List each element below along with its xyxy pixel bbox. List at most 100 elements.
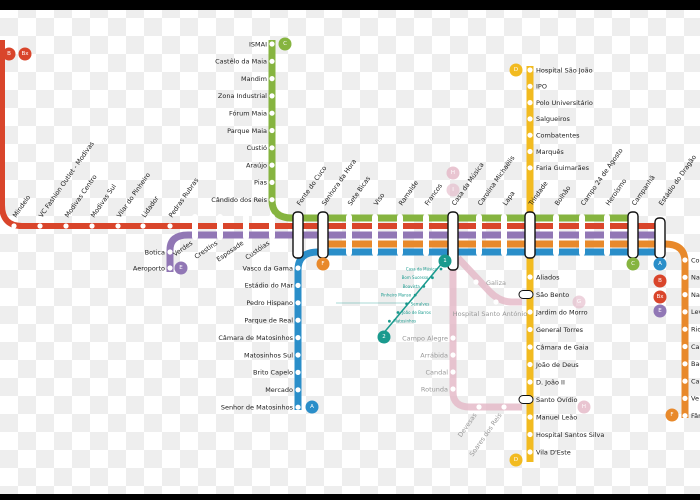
station-label[interactable]: Ve <box>691 395 699 403</box>
line-badge-A[interactable] <box>305 400 319 414</box>
station-label[interactable]: Casa da Música <box>406 267 438 272</box>
station-label[interactable]: Lidador <box>140 194 161 219</box>
station-label[interactable]: São Bento <box>536 291 569 299</box>
station-label[interactable]: Pedras Rubras <box>167 176 201 219</box>
station-marker[interactable] <box>295 369 301 375</box>
station-label[interactable]: D. João II <box>536 378 565 386</box>
station-marker[interactable] <box>397 214 403 256</box>
line-badge-F[interactable] <box>665 408 679 422</box>
station-marker[interactable] <box>450 369 456 375</box>
station-marker[interactable] <box>167 223 173 229</box>
station-label[interactable]: Câmara de Gaia <box>536 343 589 351</box>
station-label[interactable]: Heroísmo <box>604 177 628 207</box>
station-label[interactable]: Campo Alegre <box>402 334 448 342</box>
station-label[interactable]: Aliados <box>536 273 560 281</box>
station-label[interactable]: Viso <box>372 192 386 208</box>
station-label[interactable]: Candal <box>425 368 448 376</box>
station-marker[interactable] <box>579 214 585 256</box>
station-label[interactable]: Araújo <box>246 161 267 169</box>
line-badge-B[interactable] <box>2 47 16 61</box>
station-marker[interactable] <box>682 257 688 263</box>
station-marker[interactable] <box>682 413 688 419</box>
station-marker[interactable] <box>295 300 301 306</box>
line-badge-E[interactable] <box>653 304 667 318</box>
station-label[interactable]: Bolhão <box>553 184 572 207</box>
station-label[interactable]: Zona Industrial <box>218 92 267 100</box>
line-badge-G[interactable] <box>572 295 586 309</box>
station-marker[interactable] <box>682 326 688 332</box>
station-label[interactable]: Castêlo da Maia <box>215 58 267 66</box>
interchange-station[interactable] <box>447 211 459 271</box>
station-marker[interactable] <box>269 179 275 185</box>
station-marker[interactable] <box>527 67 533 73</box>
station-marker[interactable] <box>476 214 482 256</box>
interchange-station[interactable] <box>292 211 304 259</box>
tram-stop[interactable] <box>405 302 408 306</box>
station-marker[interactable] <box>527 274 533 280</box>
station-label[interactable]: Vasco da Gama <box>243 264 293 272</box>
station-marker[interactable] <box>527 83 533 89</box>
station-label[interactable]: Parque de Real <box>244 317 293 325</box>
station-label[interactable]: Ca <box>691 343 700 351</box>
line-badge-D[interactable] <box>509 63 523 77</box>
station-marker[interactable] <box>493 299 499 305</box>
station-marker[interactable] <box>527 326 533 333</box>
line-badge-B[interactable] <box>653 274 667 288</box>
station-label[interactable]: Francos <box>423 182 444 208</box>
line-badge-Bx[interactable] <box>18 47 32 61</box>
line-badge-A[interactable] <box>653 257 667 271</box>
station-marker[interactable] <box>269 162 275 168</box>
station-marker[interactable] <box>527 361 533 368</box>
station-label[interactable]: Fórum Maia <box>229 110 267 118</box>
station-label[interactable]: Santo Ovídio <box>536 396 578 404</box>
station-label[interactable]: Marquês <box>536 148 564 156</box>
station-label[interactable]: Galiza <box>486 279 506 287</box>
station-label[interactable]: Ca <box>691 377 700 385</box>
station-label[interactable]: Bom Sucesso <box>402 275 429 280</box>
station-marker[interactable] <box>682 361 688 367</box>
station-label[interactable]: ISMAI <box>249 40 267 48</box>
station-label[interactable]: Senhor de Matosinhos <box>221 404 294 412</box>
station-label[interactable]: Estádio do Mar <box>245 282 294 290</box>
interchange-station[interactable] <box>518 290 534 299</box>
station-label[interactable]: João de Deus <box>535 361 579 369</box>
station-marker[interactable] <box>115 223 121 229</box>
station-marker[interactable] <box>346 214 352 256</box>
station-marker[interactable] <box>140 223 146 229</box>
station-marker[interactable] <box>553 214 559 256</box>
station-label[interactable]: João de Barros <box>401 310 431 315</box>
station-marker[interactable] <box>527 449 533 455</box>
station-label[interactable]: IPO <box>536 83 547 91</box>
station-marker[interactable] <box>682 378 688 384</box>
station-marker[interactable] <box>527 165 533 171</box>
station-label[interactable]: Pias <box>254 179 268 187</box>
station-label[interactable]: Hospital São João <box>536 66 593 74</box>
station-label[interactable]: Ramalde <box>397 179 420 207</box>
station-marker[interactable] <box>450 386 456 392</box>
station-label[interactable]: Pedro Hispano <box>246 299 293 307</box>
station-label[interactable]: Campanhã <box>630 174 657 207</box>
station-label[interactable]: Rio <box>691 326 700 334</box>
station-marker[interactable] <box>192 214 198 240</box>
station-marker[interactable] <box>269 41 275 47</box>
station-marker[interactable] <box>527 116 533 122</box>
station-marker[interactable] <box>167 265 173 271</box>
station-marker[interactable] <box>450 352 456 358</box>
line-badge-I[interactable] <box>446 183 460 197</box>
station-label[interactable]: Esposade <box>215 239 245 263</box>
station-marker[interactable] <box>527 379 533 385</box>
station-label[interactable]: Bag <box>691 360 700 368</box>
station-label[interactable]: General Torres <box>536 326 584 334</box>
station-marker[interactable] <box>527 148 533 155</box>
station-marker[interactable] <box>527 344 533 350</box>
interchange-station[interactable] <box>627 211 639 259</box>
line-badge-D[interactable] <box>509 453 523 467</box>
station-marker[interactable] <box>269 76 275 82</box>
station-label[interactable]: Rotunda <box>421 385 448 393</box>
tram-stop[interactable] <box>388 319 391 323</box>
line-badge-E[interactable] <box>174 261 188 275</box>
station-label[interactable]: Lapa <box>501 190 517 207</box>
tram-stop[interactable] <box>413 293 417 297</box>
station-label[interactable]: Manuel Leão <box>536 413 577 421</box>
station-label[interactable]: Sete Bicas <box>346 174 372 207</box>
